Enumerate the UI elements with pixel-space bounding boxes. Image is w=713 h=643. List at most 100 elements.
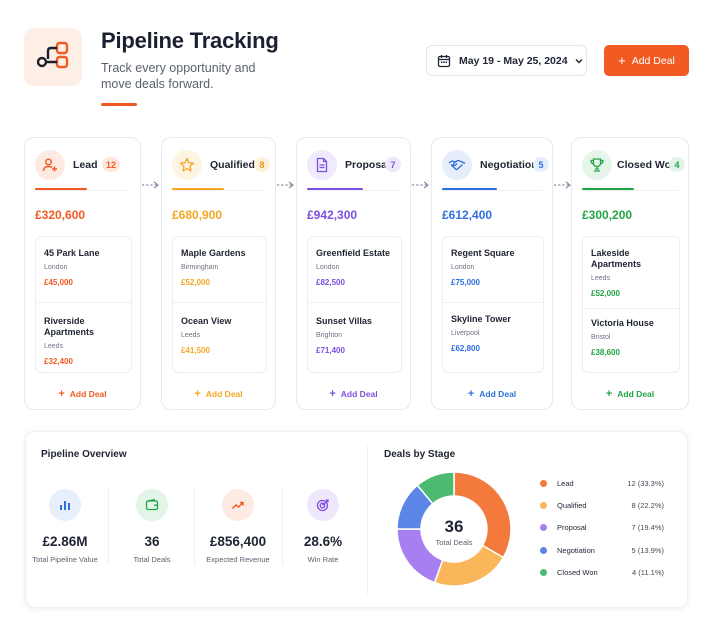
summary-panel	[25, 431, 688, 608]
legend-dot	[540, 479, 547, 487]
deal-item[interactable]: Riverside Apartments Leeds £32,400	[44, 316, 125, 366]
deal-item[interactable]: Victoria House Bristol £38,600	[591, 318, 673, 357]
deal-name: Regent Square	[451, 248, 515, 258]
divider	[108, 489, 109, 565]
stage-total: £680,900	[172, 208, 223, 222]
legend-value: 5 (13.9%)	[631, 545, 664, 555]
deal-item[interactable]: Regent Square London £75,000	[451, 248, 537, 287]
divider	[443, 302, 543, 303]
stat-win-rate: 28.6% Win Rate	[281, 489, 365, 564]
stage-underline	[582, 188, 634, 190]
deal-city: Brighton	[316, 332, 343, 339]
divider	[194, 489, 195, 565]
handshake-icon	[442, 150, 472, 180]
stage-name: Closed Won	[617, 159, 678, 171]
stage-name: Lead	[73, 159, 98, 171]
deal-amount: £52,000	[181, 278, 210, 287]
deal-item[interactable]: Maple Gardens Birmingham £52,000	[181, 248, 260, 287]
stage-underline	[35, 188, 87, 190]
deal-amount: £62,800	[451, 344, 480, 353]
deal-item[interactable]: 45 Park Lane London £45,000	[44, 248, 125, 287]
stat-value: 36	[144, 534, 160, 549]
stage-column-negotiation: Negotiation 5 £612,400 Regent Square Lon…	[431, 137, 553, 410]
trend-up-icon	[222, 489, 254, 521]
stage-add-deal-button[interactable]: + Add Deal	[162, 388, 275, 400]
divider	[172, 190, 265, 191]
deal-list-card: Lakeside Apartments Leeds £52,000 Victor…	[582, 236, 680, 373]
deal-name: Maple Gardens	[181, 248, 246, 258]
arrow-right-icon	[554, 181, 571, 189]
deal-name: Riverside Apartments	[44, 316, 95, 337]
divider	[36, 302, 131, 303]
stat-value: 28.6%	[303, 534, 343, 549]
deal-city: London	[316, 264, 340, 271]
donut-slice-qualified	[433, 544, 505, 587]
divider	[583, 308, 679, 309]
deal-item[interactable]: Sunset Villas Brighton £71,400	[316, 316, 395, 355]
legend-value: 8 (22.2%)	[631, 500, 664, 510]
add-deal-label: Add Deal	[479, 389, 517, 399]
stage-add-deal-button[interactable]: + Add Deal	[572, 388, 688, 400]
document-icon	[307, 150, 337, 180]
logo	[24, 28, 82, 86]
deal-city: Leeds	[591, 275, 611, 282]
plus-icon: +	[467, 388, 475, 400]
plus-icon: +	[618, 52, 626, 68]
stage-total: £300,200	[582, 208, 633, 222]
legend-item-negotiation: Negotiation 5 (13.9%)	[540, 543, 664, 557]
deal-name: Sunset Villas	[316, 316, 372, 326]
deal-city: Birmingham	[181, 264, 219, 271]
deal-item[interactable]: Greenfield Estate London £82,500	[316, 248, 395, 287]
page-subtitle: Track every opportunity and move deals f…	[101, 61, 256, 91]
legend-name: Proposal	[557, 522, 587, 532]
deal-city: Leeds	[181, 332, 201, 339]
add-deal-label: Add Deal	[69, 389, 107, 399]
add-deal-label: Add Deal	[340, 389, 378, 399]
stage-add-deal-button[interactable]: + Add Deal	[432, 388, 552, 400]
deal-list-card: Greenfield Estate London £82,500 Sunset …	[307, 236, 402, 373]
date-range-picker[interactable]: May 19 - May 25, 2024	[426, 45, 587, 76]
deals-by-stage-title: Deals by Stage	[384, 449, 456, 460]
stage-column-proposal: Proposal 7 £942,300 Greenfield Estate Lo…	[296, 137, 411, 410]
deal-item[interactable]: Lakeside Apartments Leeds £52,000	[591, 248, 673, 298]
legend-dot	[540, 568, 547, 576]
deals-by-stage-donut-chart: 36 Total Deals	[396, 471, 512, 587]
add-deal-button[interactable]: + Add Deal	[604, 45, 689, 76]
stat-label: Expected Revenue	[206, 555, 270, 564]
legend-item-proposal: Proposal 7 (19.4%)	[540, 520, 664, 534]
stat-label: Total Deals	[133, 555, 171, 564]
deal-name: Lakeside Apartments	[591, 248, 642, 269]
user-plus-icon	[35, 150, 65, 180]
stage-add-deal-button[interactable]: + Add Deal	[25, 388, 140, 400]
divider	[582, 190, 678, 191]
legend-name: Lead	[557, 478, 574, 488]
divider	[35, 190, 130, 191]
arrow-right-icon	[142, 181, 159, 189]
stage-count-badge: 8	[254, 157, 270, 172]
deal-city: Liverpool	[451, 330, 480, 337]
target-icon	[307, 489, 339, 521]
deal-item[interactable]: Skyline Tower Liverpool £62,800	[451, 314, 537, 353]
divider	[442, 190, 542, 191]
stat-value: £856,400	[209, 534, 267, 549]
deal-item[interactable]: Ocean View Leeds £41,500	[181, 316, 260, 355]
legend-name: Negotiation	[557, 545, 595, 555]
legend-value: 7 (19.4%)	[631, 522, 664, 532]
stat-value: £2.86M	[42, 534, 88, 549]
stage-name: Negotiation	[480, 159, 538, 171]
legend-dot	[540, 523, 547, 531]
pipeline-flow-icon	[35, 40, 71, 75]
title-underline	[101, 103, 137, 106]
donut-center-label: Total Deals	[435, 538, 472, 547]
legend-dot	[540, 501, 547, 509]
deal-list-card: Regent Square London £75,000 Skyline Tow…	[442, 236, 544, 373]
stat-total-pipeline-value: £2.86M Total Pipeline Value	[23, 489, 107, 564]
add-deal-label: Add Deal	[617, 389, 655, 399]
stage-underline	[307, 188, 363, 190]
deal-amount: £38,600	[591, 348, 620, 357]
date-range-label: May 19 - May 25, 2024	[459, 54, 568, 67]
stage-add-deal-button[interactable]: + Add Deal	[297, 388, 410, 400]
page-title: Pipeline Tracking	[101, 28, 279, 53]
stage-total: £612,400	[442, 208, 493, 222]
legend-dot	[540, 546, 547, 554]
